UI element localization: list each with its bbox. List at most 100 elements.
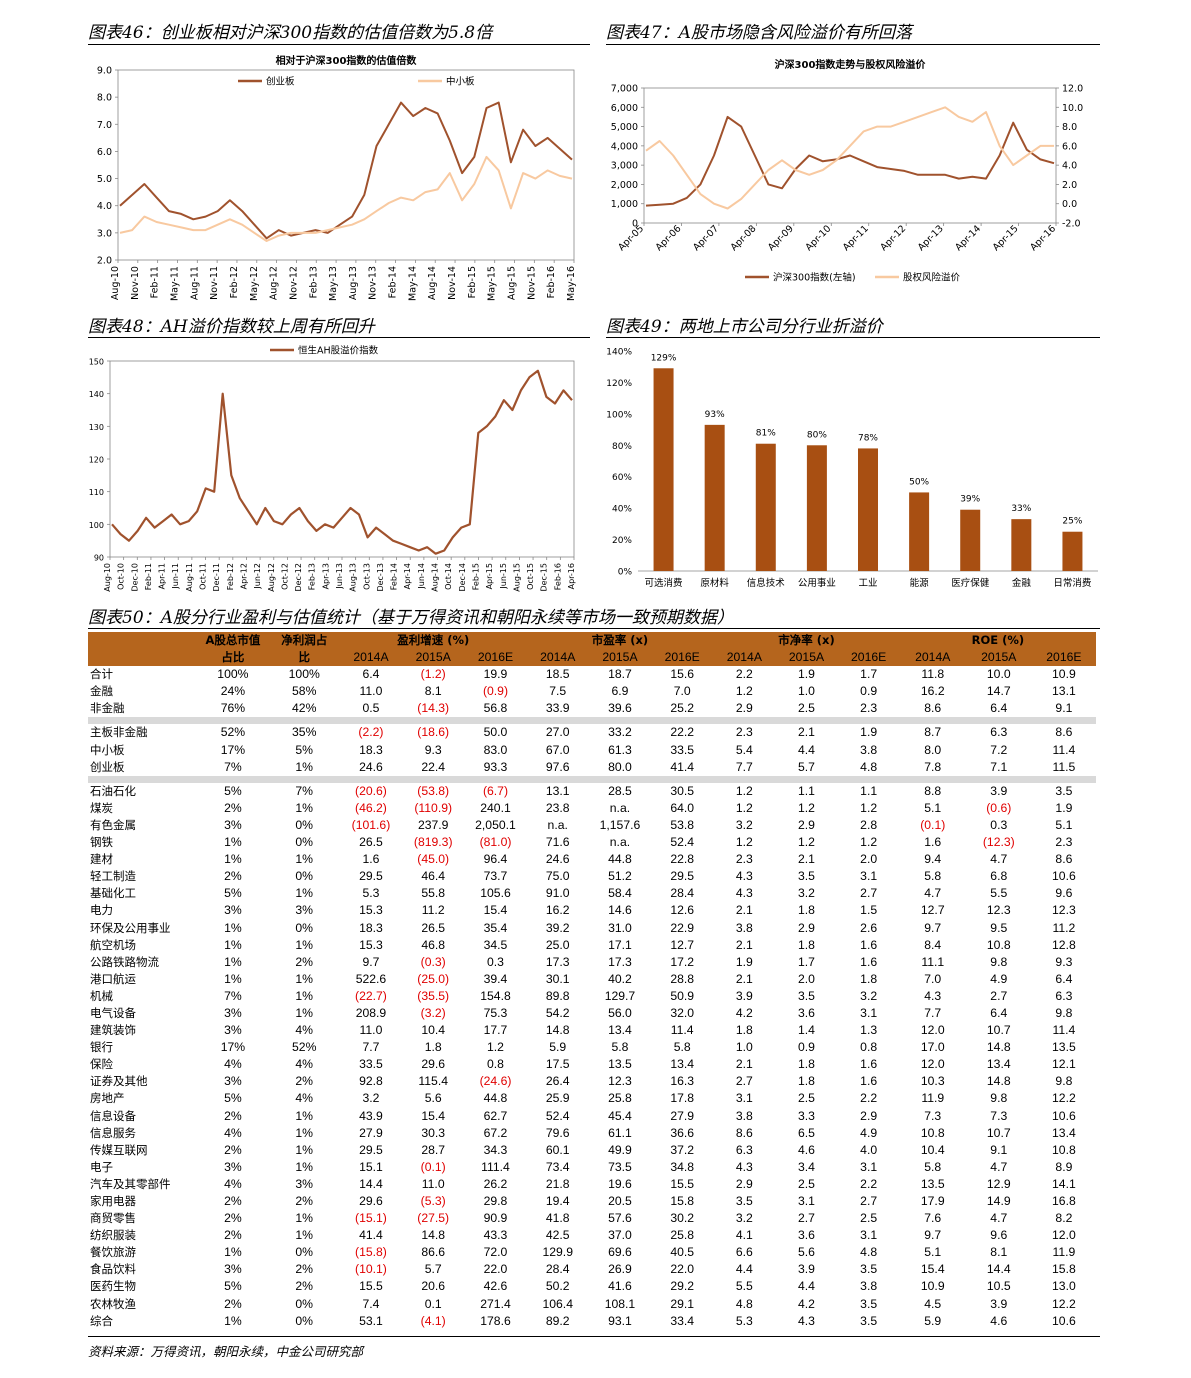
table-cell: 41.6 <box>608 1279 632 1294</box>
table-cell: 30.2 <box>670 1211 695 1226</box>
row-label: 合计 <box>90 667 113 682</box>
x-tick-label: Oct-13 <box>362 563 371 590</box>
table-cell: 30.3 <box>421 1125 446 1140</box>
table-cell: 2.9 <box>735 1176 753 1191</box>
table-cell: 8.6 <box>1055 852 1073 867</box>
table-cell: 10.6 <box>1052 1108 1076 1123</box>
table-cell: 9.7 <box>362 954 380 969</box>
table-cell: 2.0 <box>798 971 815 986</box>
row-label: 煤炭 <box>90 800 113 815</box>
table-cell: 15.5 <box>670 1176 695 1191</box>
table-cell: 1.2 <box>860 800 878 815</box>
table-cell: 40.2 <box>608 971 632 986</box>
series-line-1 <box>119 101 573 240</box>
table-cell: 3.9 <box>990 783 1008 798</box>
table-cell: 10.8 <box>920 1125 945 1140</box>
table-cell: 24% <box>220 684 246 699</box>
table-cell: 9.3 <box>1055 954 1073 969</box>
x-tick-label: Jun-12 <box>253 563 262 590</box>
table-cell: 3% <box>224 1159 242 1174</box>
header-share-mcap: A股总市值 <box>197 632 269 650</box>
y-tick-label: 140 <box>89 390 104 399</box>
table-cell: (6.7) <box>482 783 509 798</box>
valuation-table: A股总市值 净利润占 盈利增速 (%) 市盈率 (x) 市净率 (x) ROE … <box>88 632 1096 1330</box>
table-cell: 14.8 <box>986 1074 1011 1089</box>
table-cell: 1.0 <box>735 1040 753 1055</box>
table-cell: 5.5 <box>735 1279 753 1294</box>
table-cell: 4.2 <box>735 1005 753 1020</box>
table-cell: 1% <box>295 759 314 774</box>
table-cell: 17.5 <box>545 1057 570 1072</box>
table-cell: 2% <box>224 1142 242 1157</box>
table-cell: 115.4 <box>418 1074 448 1089</box>
row-label: 食品饮料 <box>90 1262 136 1277</box>
x-tick-label: Aug-11 <box>189 266 200 300</box>
table-cell: 10.6 <box>1052 1313 1076 1328</box>
table-cell: 29.2 <box>670 1279 695 1294</box>
x-tick-label: Dec-15 <box>540 563 549 592</box>
fig50-title: 图表50：A股分行业盈利与估值统计（基于万得资讯和朝阳永续等市场一致预期数据） <box>88 608 734 628</box>
table-cell: 3% <box>295 1176 314 1191</box>
table-cell: 9.3 <box>424 742 442 757</box>
table-cell: 3.5 <box>735 1194 753 1208</box>
table-cell: 50.2 <box>545 1279 570 1294</box>
table-cell: 15.4 <box>920 1262 945 1277</box>
header-year: 2015A <box>588 649 652 667</box>
row-label: 中小板 <box>90 742 125 757</box>
table-row: 餐饮旅游 1% 0% (15.8) 86.6 72.0 129.9 69.6 40.5 6.6 5.… <box>88 1244 1096 1261</box>
row-label: 证券及其他 <box>90 1074 148 1089</box>
table-cell: 6.3 <box>735 1142 753 1157</box>
table-cell: 12.1 <box>1052 1057 1076 1072</box>
table-cell: (5.3) <box>420 1194 446 1208</box>
bar <box>909 492 930 571</box>
table-cell: 10.9 <box>920 1279 945 1294</box>
table-cell: 14.7 <box>986 684 1011 699</box>
row-label: 银行 <box>90 1040 113 1055</box>
table-cell: 14.6 <box>608 903 632 918</box>
bar <box>755 443 776 571</box>
table-cell: 1.1 <box>798 783 815 798</box>
table-cell: 7.0 <box>673 684 691 699</box>
bar-data-label: 33% <box>1011 504 1031 514</box>
table-cell: 1.2 <box>798 835 815 850</box>
table-cell: 2% <box>224 800 242 815</box>
row-label: 金融 <box>90 684 113 699</box>
table-cell: 29.6 <box>421 1057 446 1072</box>
table-cell: 9.7 <box>924 920 942 935</box>
y-tick-label: 100 <box>89 521 104 530</box>
table-cell: 2% <box>224 869 242 884</box>
table-cell: 3.5 <box>860 1313 878 1328</box>
y-tick-label: 9.0 <box>97 66 112 77</box>
table-cell: 7.6 <box>924 1211 942 1226</box>
table-cell: 0.3 <box>990 817 1008 832</box>
x-tick-label: Dec-14 <box>458 563 467 592</box>
table-cell: 8.4 <box>924 937 942 952</box>
table-cell: 13.1 <box>1052 684 1076 699</box>
bar-data-label: 25% <box>1062 517 1082 527</box>
table-cell: 56.8 <box>483 701 508 716</box>
table-cell: 29.5 <box>359 869 383 884</box>
chart-fig48: 90 100 110 120 130 140 150 Aug-10 Oct-10 Dec-10 Fe… <box>89 345 576 592</box>
table-cell: 3.5 <box>860 1262 878 1277</box>
table-row: 公路铁路物流 1% 2% 9.7 (0.3) 0.3 17.3 17.3 17.2 1.9 1.7 1… <box>88 954 1096 971</box>
table-cell: 1.6 <box>860 937 878 952</box>
table-cell: 6.4 <box>990 701 1008 716</box>
table-row: 环保及公用事业 1% 0% 18.3 26.5 35.4 39.2 31.0 22.9 3.8 2.… <box>88 920 1096 937</box>
table-cell: 15.3 <box>359 937 383 952</box>
table-cell: 1.8 <box>860 971 878 986</box>
category-label: 医疗保健 <box>951 577 990 589</box>
table-cell: (2.2) <box>358 725 384 740</box>
x-tick-label: Aug-15 <box>512 563 521 592</box>
x-tick-label: Apr-16 <box>1028 223 1058 253</box>
table-cell: 45.4 <box>608 1108 632 1123</box>
table-cell: 11.9 <box>921 1091 945 1106</box>
table-cell: 2.0 <box>860 852 878 867</box>
table-header-row-2: 占比 比 2014A 2015A 2016E 2014A 2015A 2016E… <box>88 649 1096 667</box>
table-cell: 20.5 <box>608 1194 632 1208</box>
table-cell: 34.5 <box>483 937 508 952</box>
header-share-profit: 净利润占 <box>268 632 340 650</box>
table-cell: 1.7 <box>860 667 878 682</box>
table-cell: 1.4 <box>798 1023 815 1038</box>
table-cell: 108.1 <box>604 1296 636 1311</box>
y-tick-label: 3.0 <box>97 228 112 239</box>
